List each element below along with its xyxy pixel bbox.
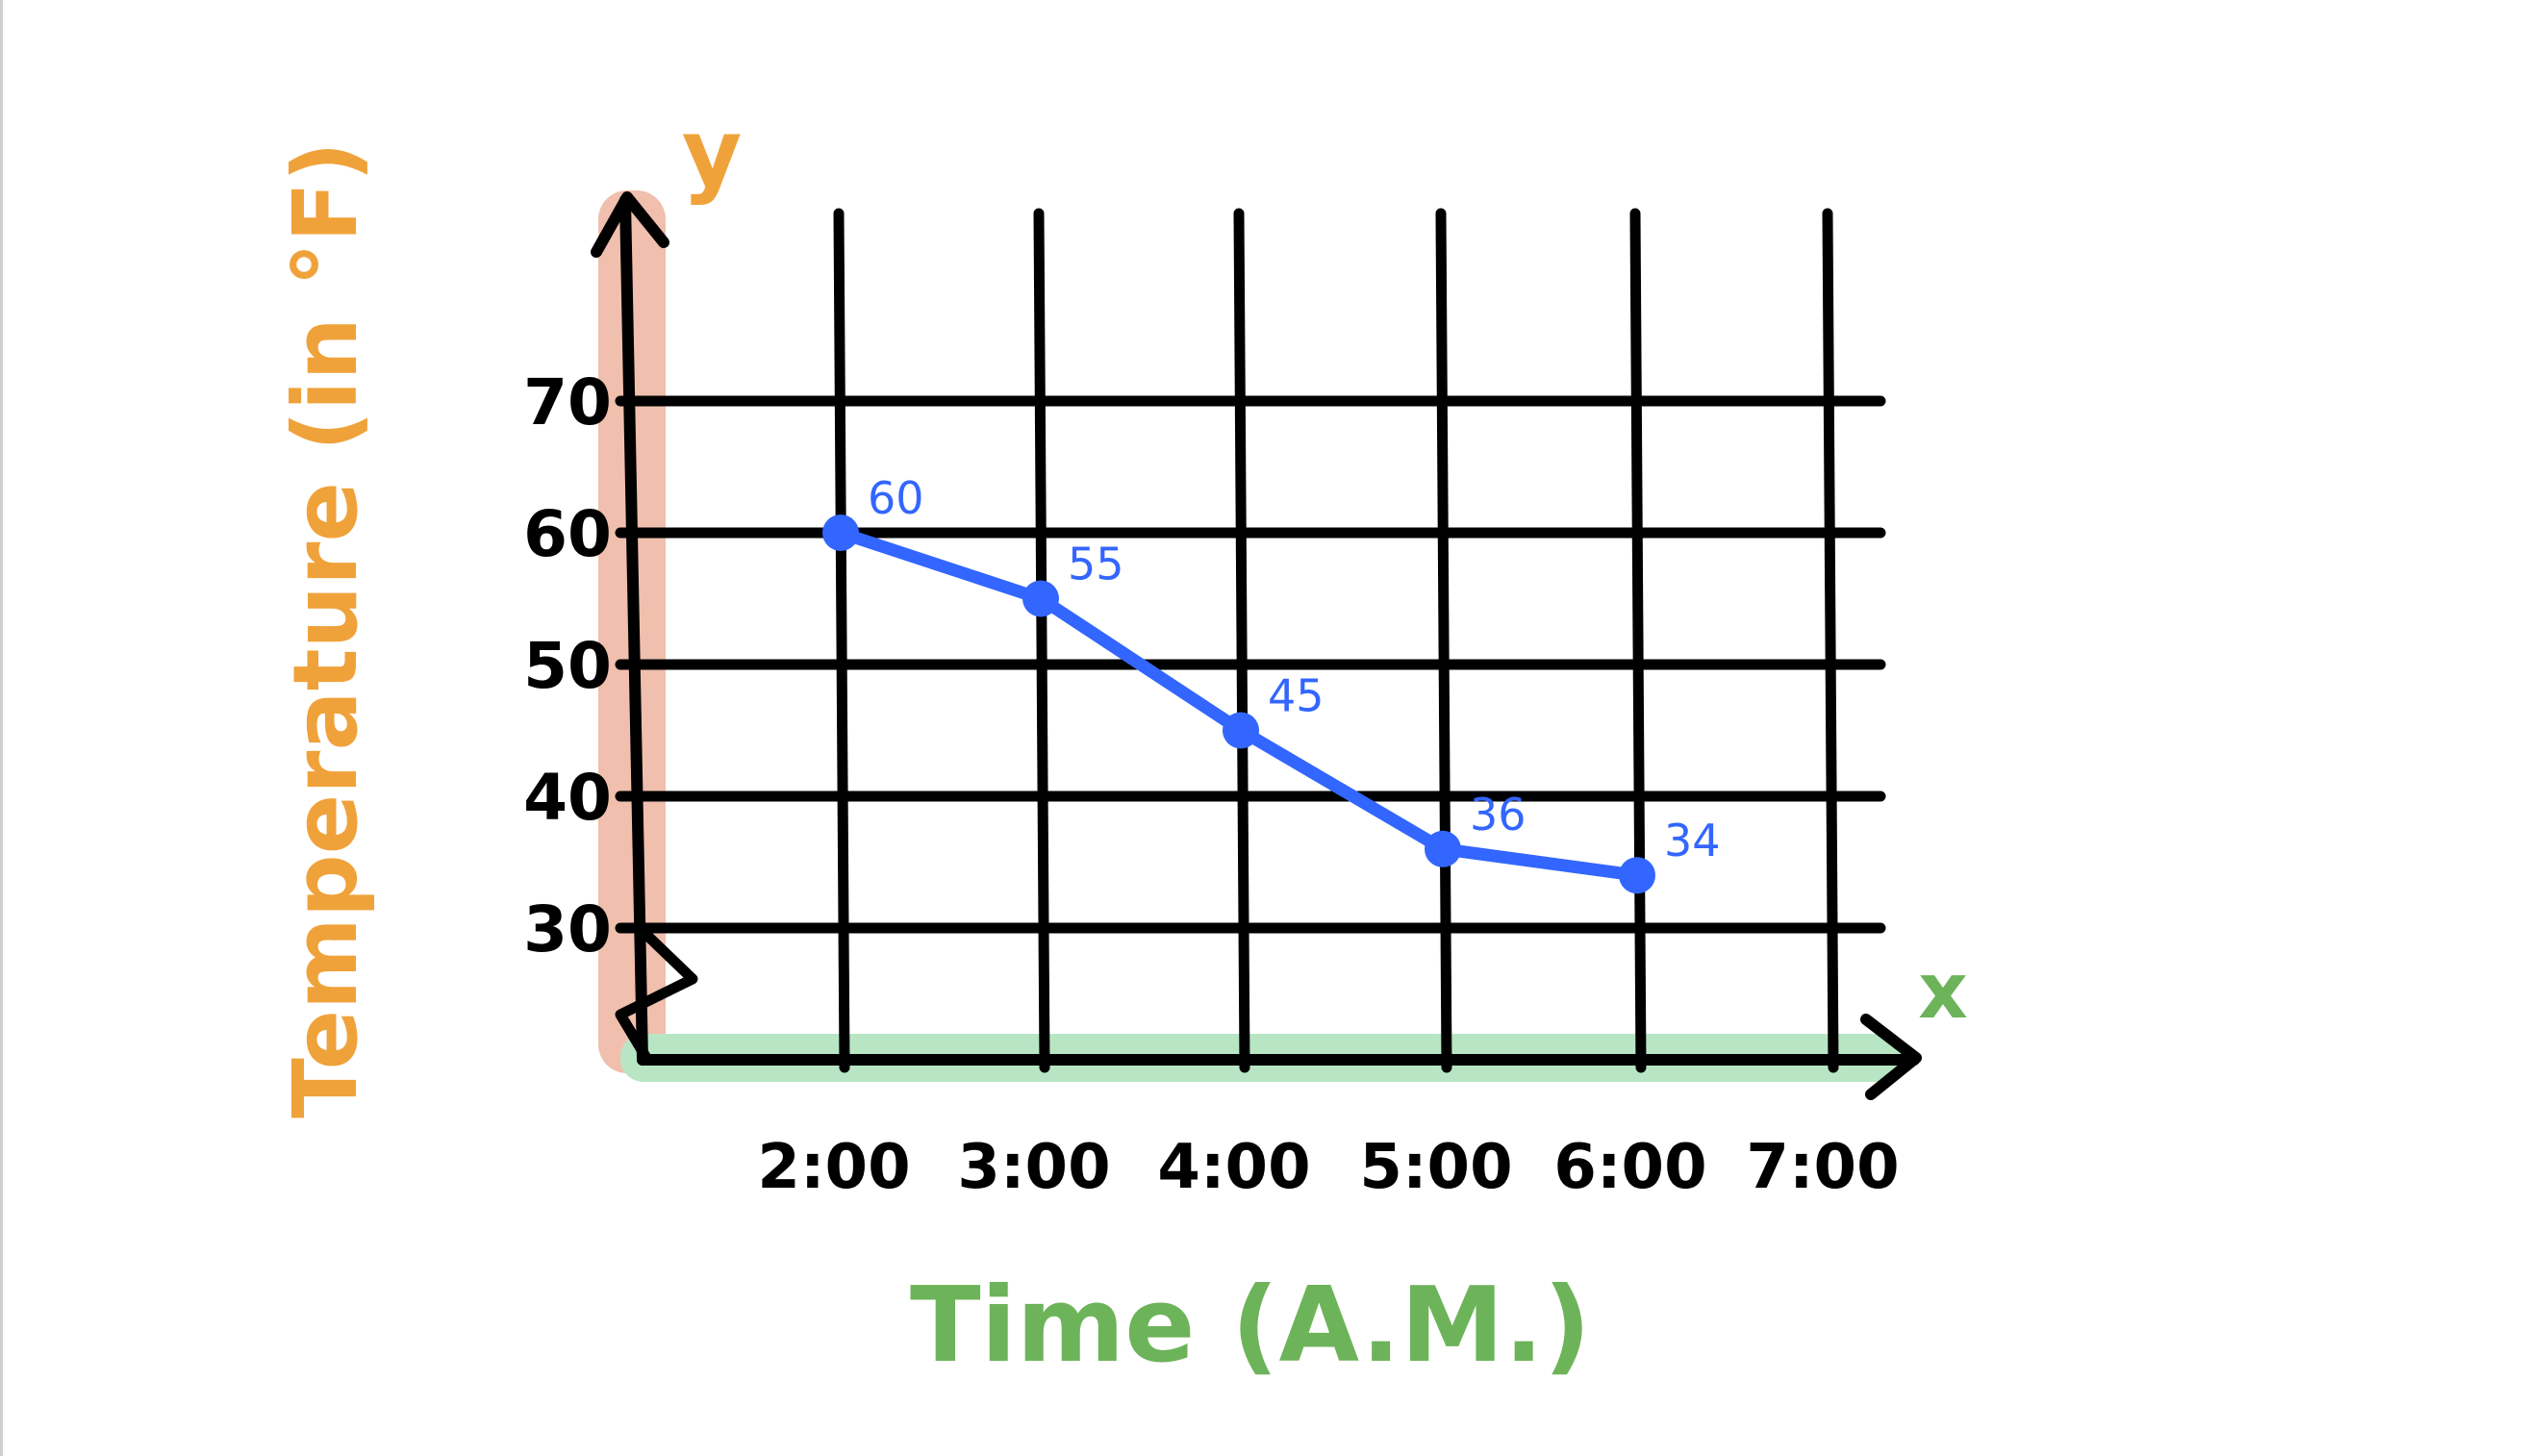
y-tick-labels: 30 40 50 60 70 [523, 365, 669, 966]
y-tick-label: 60 [523, 497, 612, 571]
window-left-edge [0, 0, 3, 1456]
x-tick-label: 3:00 [957, 1132, 1110, 1203]
y-tick-label: 40 [523, 761, 612, 835]
data-point [1223, 712, 1259, 749]
x-axis-arrow [1860, 1014, 1922, 1100]
y-tick-label: 50 [523, 629, 612, 703]
y-axis-break [615, 925, 698, 1064]
axis-highlights [598, 190, 1909, 1082]
y-tick-label: 70 [523, 365, 612, 439]
grid-line-v [1629, 208, 1647, 1073]
data-point [822, 515, 859, 551]
x-tick-label: 4:00 [1157, 1132, 1310, 1203]
grid-line-v [1435, 208, 1452, 1073]
y-axis-line [619, 194, 648, 1066]
y-tick-label: 30 [523, 892, 612, 966]
y-axis-title: Temperature (in °F) [274, 141, 377, 1118]
grid-line-v [1233, 208, 1250, 1073]
grid-line-v [1033, 208, 1050, 1073]
data-point [1425, 830, 1461, 867]
grid-line-v [833, 208, 850, 1073]
grid-line-v [1822, 208, 1839, 1073]
x-axis-letter: x [1918, 946, 1968, 1036]
data-label: 34 [1664, 815, 1721, 866]
y-axis-letter: y [682, 99, 743, 207]
x-tick-label: 7:00 [1746, 1132, 1899, 1203]
x-axis-title: Time (A.M.) [910, 1266, 1591, 1386]
data-label: 60 [868, 472, 924, 524]
data-point [1022, 580, 1059, 617]
x-tick-label: 5:00 [1359, 1132, 1512, 1203]
data-point [1619, 857, 1655, 894]
data-label: 36 [1470, 789, 1526, 841]
x-tick-label: 6:00 [1553, 1132, 1706, 1203]
grid-lines [634, 208, 1886, 1073]
y-axis-arrow [591, 191, 669, 258]
data-series: 60 55 45 36 34 [822, 472, 1721, 894]
axes [591, 191, 1922, 1100]
data-label: 55 [1068, 539, 1124, 590]
x-tick-label: 2:00 [757, 1132, 910, 1203]
data-label: 45 [1268, 670, 1325, 722]
x-tick-labels: 2:00 3:00 4:00 5:00 6:00 7:00 [757, 1132, 1899, 1203]
